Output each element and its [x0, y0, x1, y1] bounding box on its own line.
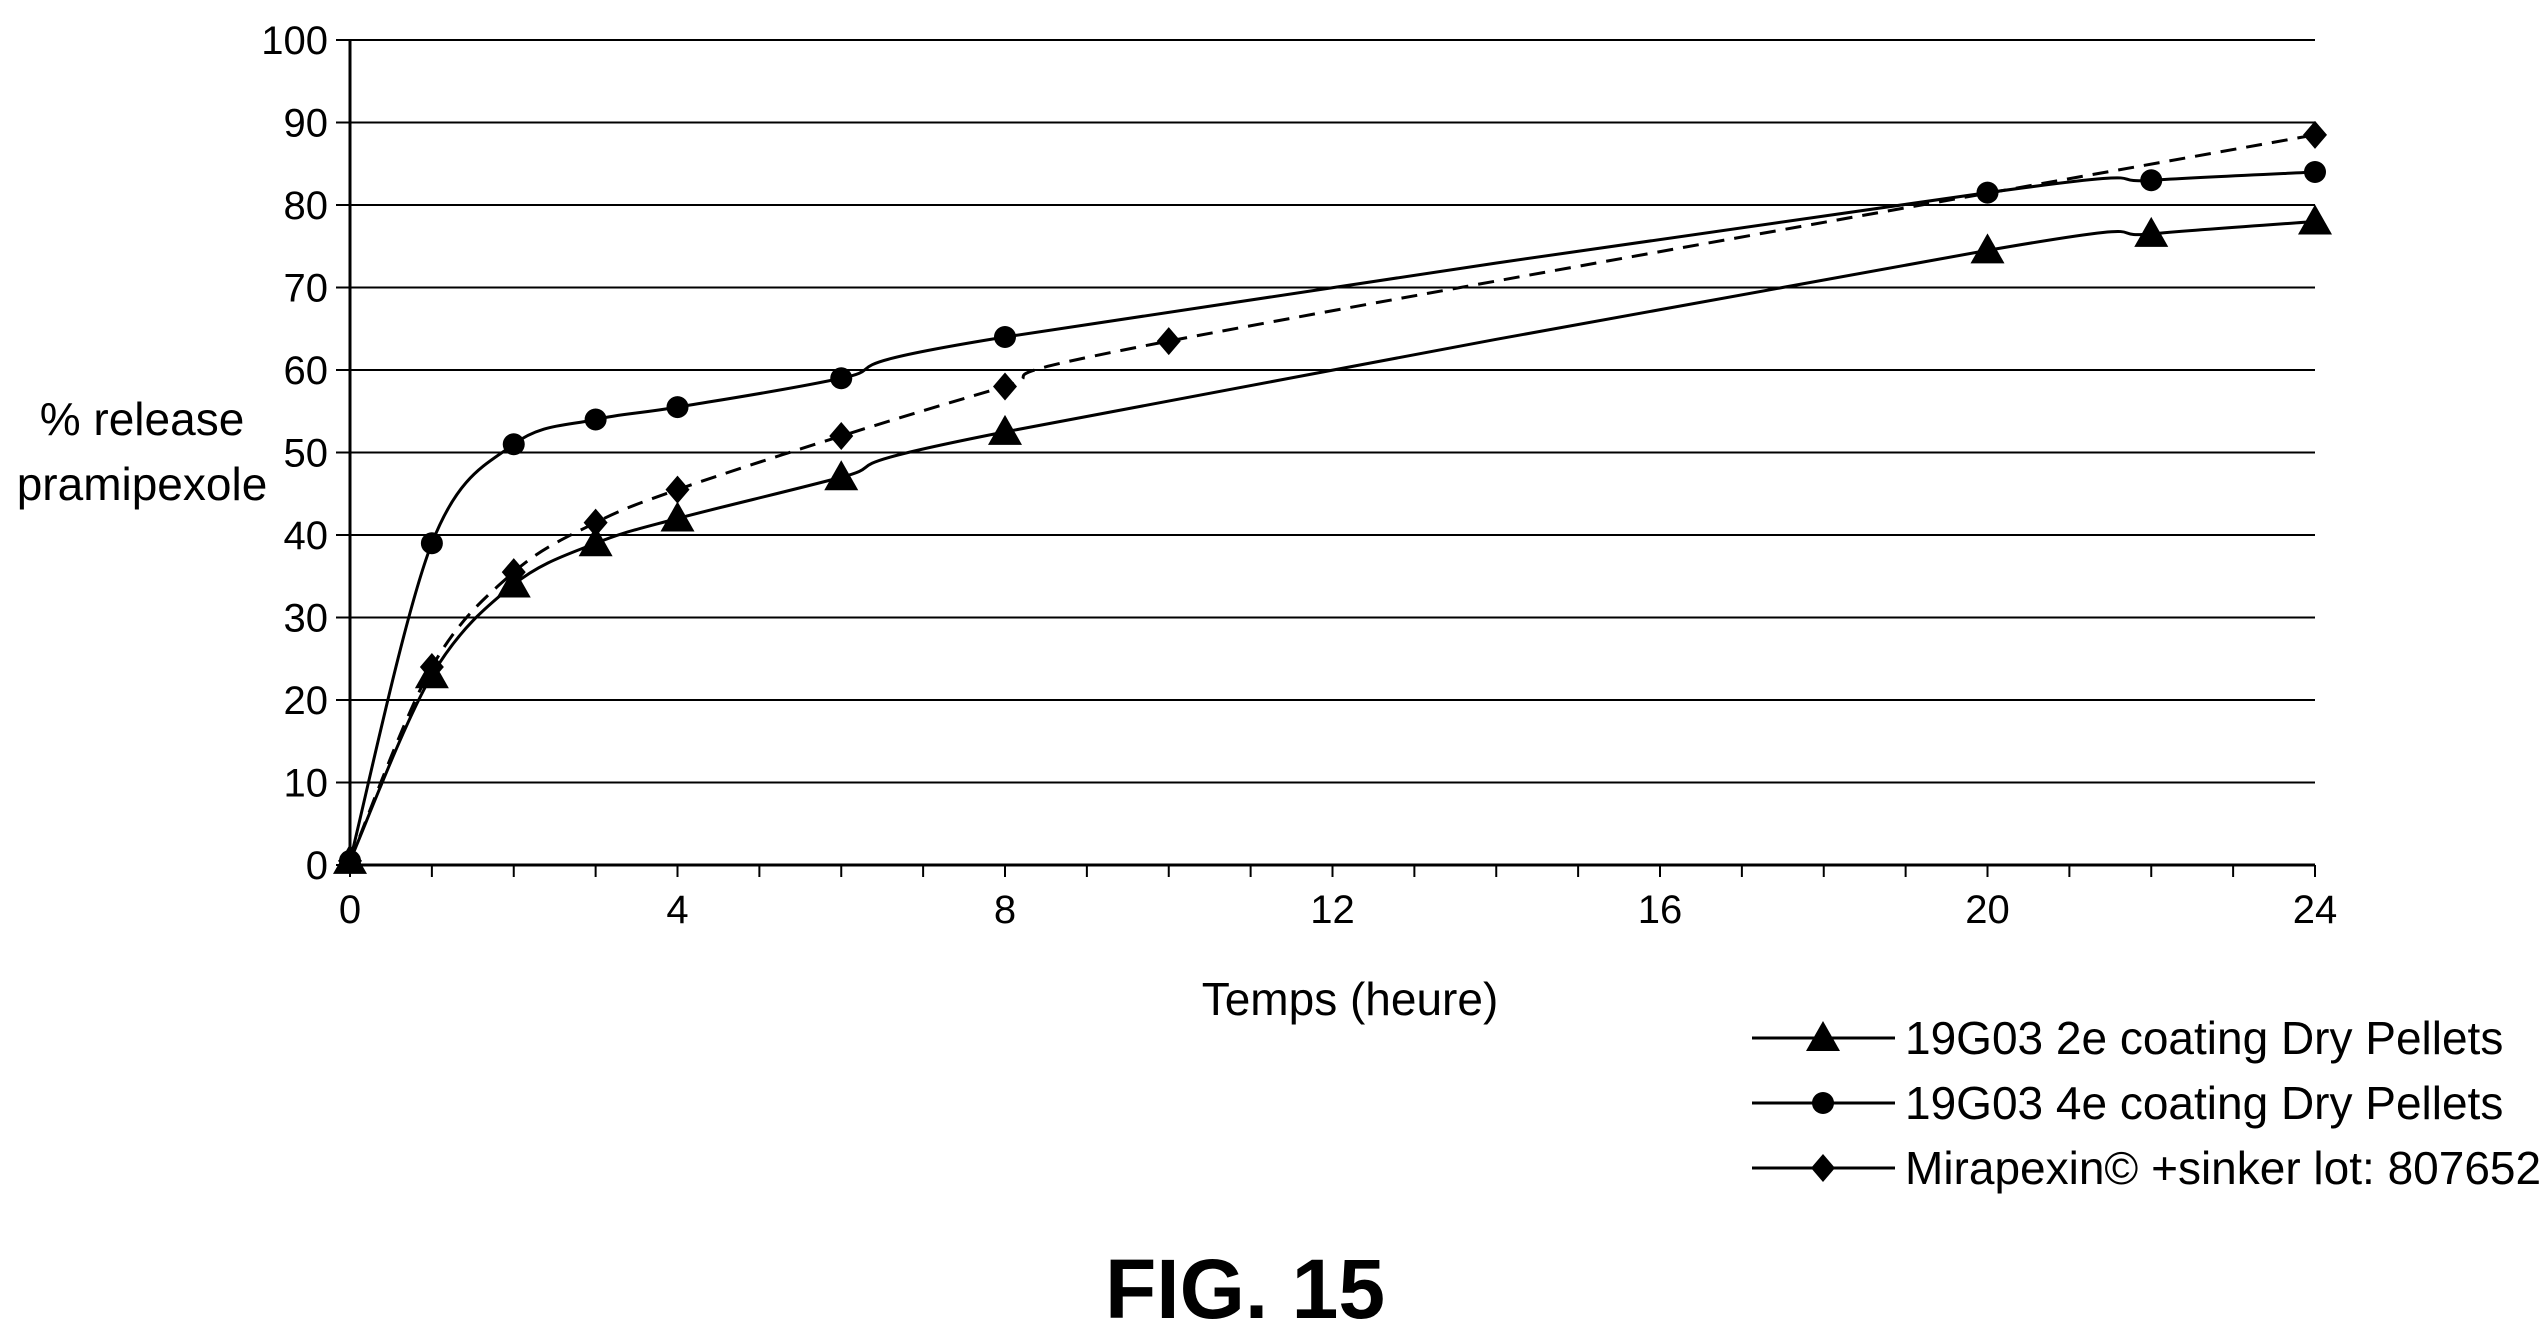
series-3-point-3 — [583, 508, 608, 537]
series-3-point-6 — [829, 422, 854, 450]
series-1-point-24 — [2298, 204, 2332, 235]
y-tick-label-20: 20 — [284, 679, 329, 723]
x-tick-label-16: 16 — [1638, 888, 1683, 932]
axes: 0 10 20 30 40 50 60 70 80 90 100 0 4 8 12 16 20 24 — [261, 19, 2337, 932]
x-tick-label-20: 20 — [1965, 888, 2010, 932]
y-axis-label-line-1: % release — [40, 393, 245, 445]
series-2-point-22 — [2140, 169, 2163, 192]
y-tick-label-50: 50 — [284, 432, 329, 476]
series-3-point-8 — [993, 372, 1017, 401]
series-3-point-10 — [1156, 327, 1181, 356]
series-layer — [333, 120, 2332, 875]
series-2-point-6 — [830, 367, 853, 390]
legend-label-2: 19G03 4e coating Dry Pellets — [1905, 1077, 2503, 1129]
series-1-point-6 — [824, 460, 859, 491]
series-2-line — [348, 170, 2316, 862]
series-1-point-20 — [1970, 233, 2005, 264]
legend-marker-2 — [1812, 1092, 1834, 1114]
y-tick-label-0: 0 — [306, 844, 328, 888]
series-3-point-1 — [419, 653, 444, 681]
legend-item-3: Mirapexin© +sinker lot: 807652 — [1752, 1142, 2540, 1194]
legend-marker-1 — [1806, 1021, 1840, 1051]
y-tick-label-30: 30 — [284, 597, 329, 641]
legend-marker-3 — [1811, 1154, 1835, 1182]
series-3-point-2 — [501, 558, 526, 587]
series-3-line — [348, 133, 2316, 862]
y-tick-label-80: 80 — [284, 184, 329, 228]
x-tick-label-4: 4 — [666, 888, 688, 932]
legend-item-2: 19G03 4e coating Dry Pellets — [1752, 1077, 2503, 1129]
y-tick-label-10: 10 — [284, 762, 329, 806]
figure-label: FIG. 15 — [1105, 1242, 1385, 1336]
y-tick-label-70: 70 — [284, 267, 329, 311]
y-tick-label-40: 40 — [284, 514, 329, 558]
series-1-line — [348, 220, 2316, 862]
y-tick-label-90: 90 — [284, 102, 329, 146]
series-1-point-4 — [660, 501, 695, 532]
x-tick-label-0: 0 — [339, 888, 361, 932]
legend-label-3: Mirapexin© +sinker lot: 807652 — [1905, 1142, 2540, 1194]
x-axis-label: Temps (heure) — [1202, 973, 1499, 1025]
series-3-point-4 — [665, 475, 690, 504]
series-1-point-8 — [988, 414, 1022, 445]
series-2-point-2 — [502, 433, 525, 456]
x-tick-label-8: 8 — [994, 888, 1016, 932]
series-2 — [339, 161, 2326, 872]
series-2-point-8 — [994, 326, 1016, 348]
y-tick-label-100: 100 — [261, 19, 328, 63]
series-1-point-3 — [578, 526, 613, 557]
series-2-point-24 — [2304, 161, 2326, 183]
legend-item-1: 19G03 2e coating Dry Pellets — [1752, 1012, 2503, 1064]
legend: 19G03 2e coating Dry Pellets 19G03 4e coa… — [1752, 1012, 2540, 1194]
series-3-point-0 — [338, 846, 362, 875]
series-3 — [338, 120, 2327, 875]
series-2-point-3 — [584, 408, 607, 431]
series-2-point-20 — [1976, 181, 1999, 204]
y-tick-label-60: 60 — [284, 349, 329, 393]
x-tick-label-12: 12 — [1310, 888, 1355, 932]
legend-label-1: 19G03 2e coating Dry Pellets — [1905, 1012, 2503, 1064]
y-axis-label-line-2: pramipexole — [17, 458, 268, 510]
series-1 — [333, 204, 2332, 874]
series-3-point-24 — [2303, 120, 2327, 149]
series-2-point-4 — [666, 396, 689, 419]
series-1-point-22 — [2134, 216, 2169, 247]
series-2-point-1 — [420, 532, 443, 555]
x-tick-label-24: 24 — [2293, 888, 2338, 932]
